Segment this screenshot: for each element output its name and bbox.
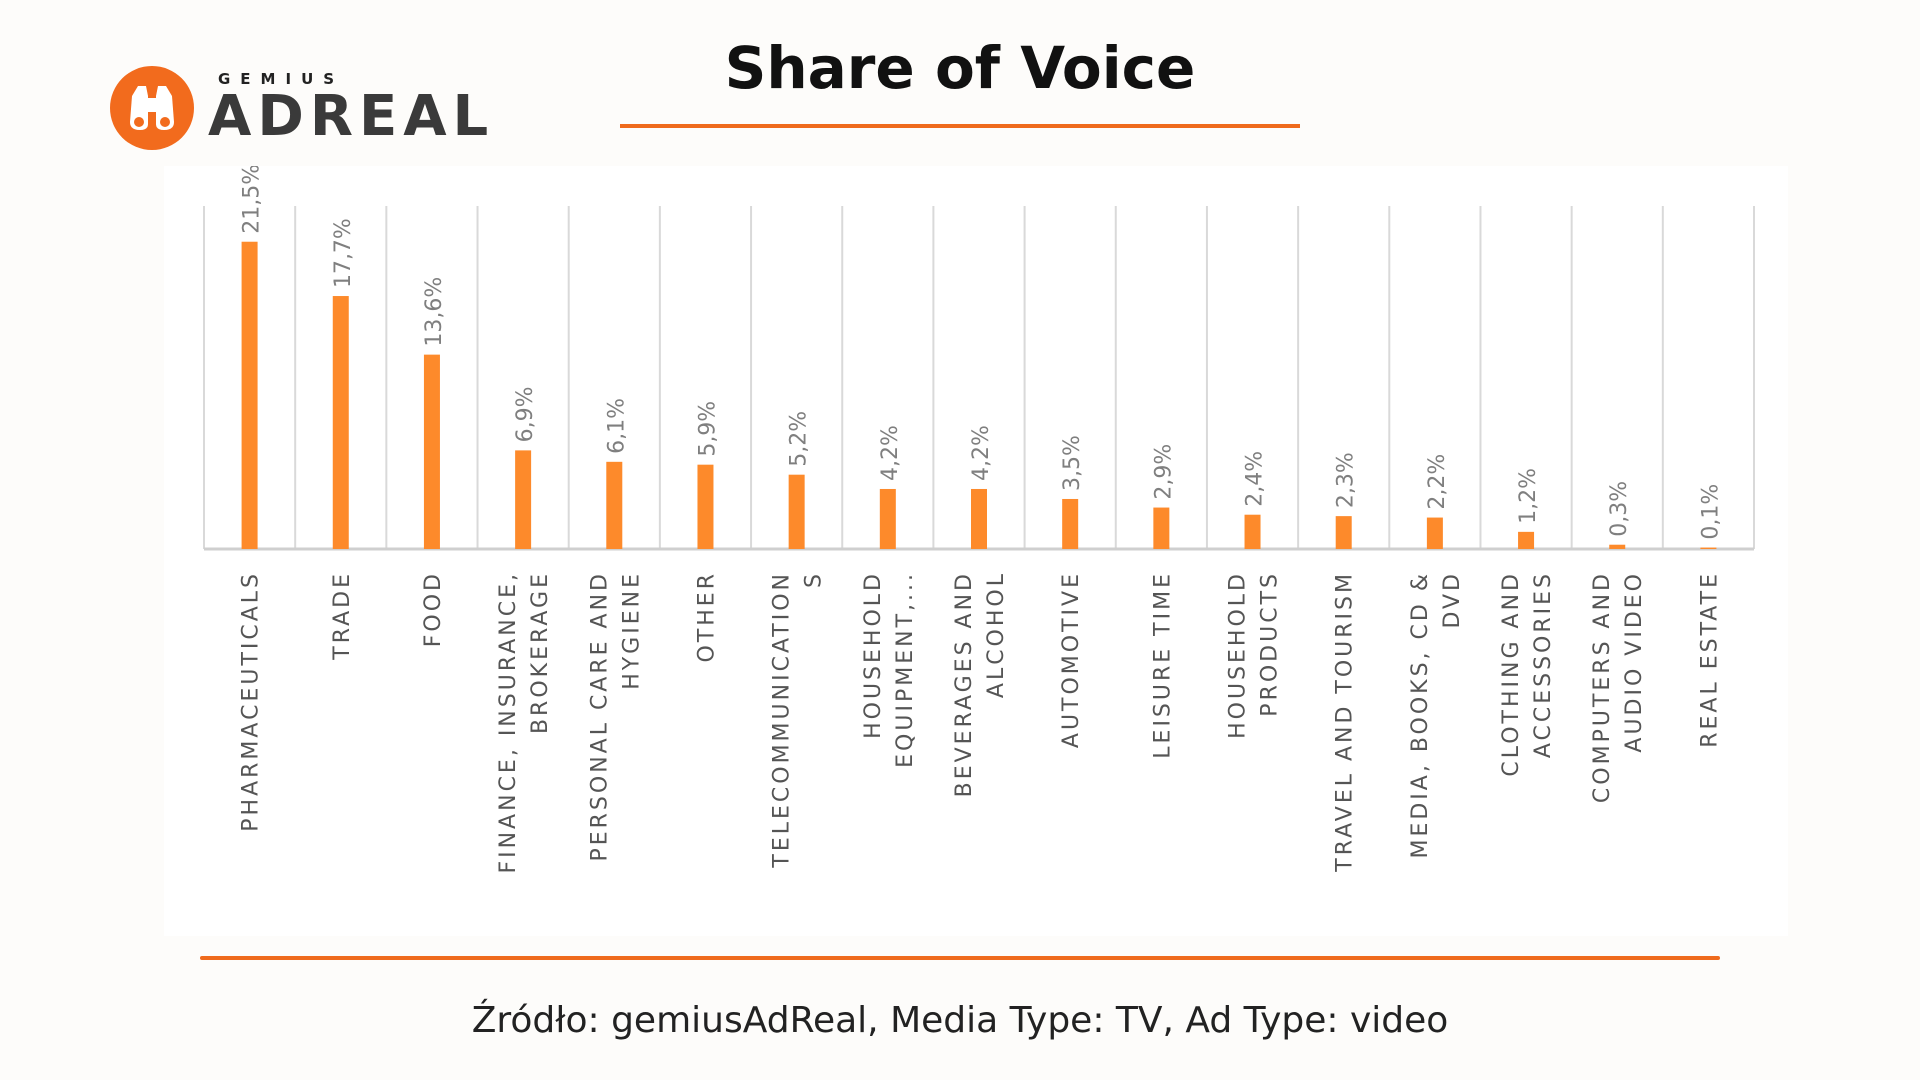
title-underline [620,124,1300,128]
category-label: AUDIO VIDEO [1622,571,1647,753]
category-label: TRADE [330,571,355,661]
data-label: 4,2% [878,425,903,481]
page-title: Share of Voice [724,34,1196,102]
footer-divider [200,956,1720,960]
bar [1609,544,1626,549]
bar [1062,498,1079,549]
binoculars-icon [110,66,194,150]
category-label: LEISURE TIME [1150,571,1175,759]
category-label: EQUIPMENT,... [893,571,918,768]
data-label: 5,9% [695,401,720,457]
category-label: HOUSEHOLD [861,571,886,739]
category-label: ALCOHOL [984,571,1009,698]
category-label: PHARMACEUTICALS [239,571,264,832]
data-label: 3,5% [1060,435,1085,491]
bar [1153,507,1170,549]
bar [697,464,714,549]
data-label: 21,5% [240,166,265,234]
data-label: 2,3% [1334,452,1359,508]
data-label: 13,6% [422,277,447,347]
bar [879,488,896,549]
category-label: DVD [1440,571,1465,629]
category-label: REAL ESTATE [1697,571,1722,748]
bar [1700,547,1717,549]
category-label: S [802,571,827,588]
data-label: 2,2% [1425,454,1450,510]
data-label: 4,2% [969,425,994,481]
category-label: CLOTHING AND [1499,571,1524,777]
category-label: FOOD [421,571,446,647]
bar [971,488,987,549]
category-label: BEVERAGES AND [952,571,977,797]
category-label: BROKERAGE [528,571,553,734]
category-label: FINANCE, INSURANCE, [496,571,521,874]
data-label: 0,3% [1607,481,1632,537]
source-note: Źródło: gemiusAdReal, Media Type: TV, Ad… [471,1000,1449,1041]
bar-chart: 21,5% PHARMACEUTICALS 17,7% TRADE 13,6% FOOD 6… [203,166,1755,874]
data-label: 1,2% [1516,468,1541,524]
logo-gemius-text: GEMIUS [218,70,345,88]
bar [1244,514,1261,549]
data-label: 2,4% [1243,451,1268,507]
bar [423,354,440,549]
category-label: TRAVEL AND TOURISM [1333,571,1358,873]
category-label: COMPUTERS AND [1590,571,1615,803]
category-label: AUTOMOTIVE [1059,571,1084,748]
data-label: 17,7% [331,218,356,288]
data-label: 2,9% [1151,444,1176,500]
data-label: 0,1% [1698,484,1723,540]
bar [606,461,623,549]
category-label: PERSONAL CARE AND [587,571,612,862]
bar [241,241,258,549]
category-label: PRODUCTS [1258,571,1283,717]
category-label: OTHER [694,571,719,662]
category-label: MEDIA, BOOKS, CD & [1408,571,1433,859]
bar [1335,516,1352,549]
category-label: TELECOMMUNICATION [770,571,795,869]
gemius-adreal-logo: GEMIUS ADREAL [110,64,488,154]
bar [1426,517,1443,549]
logo-adreal-text: ADREAL [208,84,495,149]
bar [1518,531,1535,549]
chart-card: 21,5% PHARMACEUTICALS 17,7% TRADE 13,6% FOOD 6… [164,166,1788,936]
data-label: 6,9% [513,386,538,442]
category-label: HYGIENE [619,571,644,690]
category-label: ACCESSORIES [1531,571,1556,758]
bar [788,474,805,549]
category-label: HOUSEHOLD [1226,571,1251,739]
data-label: 5,2% [787,411,812,467]
bar [515,450,532,549]
data-label: 6,1% [604,398,629,454]
bar [332,296,349,549]
